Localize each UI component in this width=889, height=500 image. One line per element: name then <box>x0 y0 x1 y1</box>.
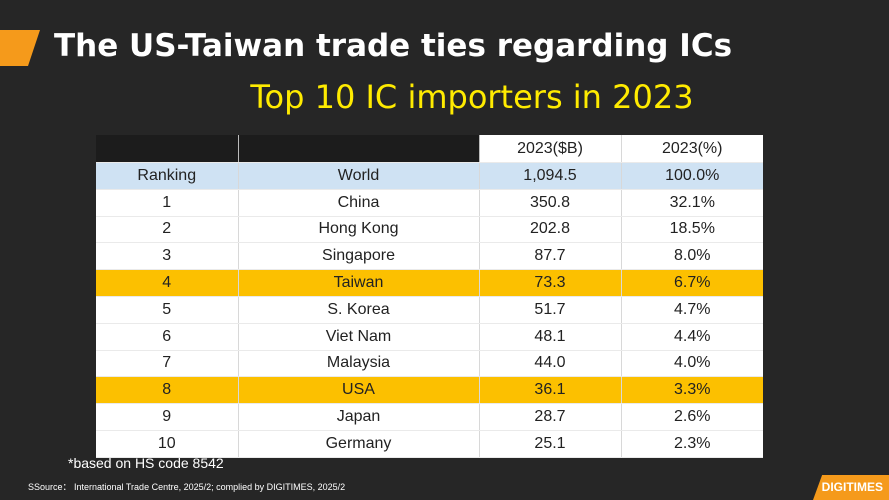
share-cell: 8.0% <box>621 242 763 271</box>
header-value-column: 2023($B) <box>479 135 622 163</box>
table-header-row: 2023($B) 2023(%) <box>96 135 763 163</box>
share-cell: 3.3% <box>621 376 763 405</box>
rank-cell: 4 <box>96 269 239 297</box>
footnote: *based on HS code 8542 <box>68 455 224 471</box>
value-cell: 350.8 <box>479 189 622 217</box>
value-cell: 51.7 <box>479 296 622 324</box>
country-cell: China <box>238 189 480 217</box>
country-cell: S. Korea <box>238 296 480 324</box>
rank-cell: 6 <box>96 323 239 351</box>
value-cell: 25.1 <box>479 430 622 458</box>
slide-title: The US-Taiwan trade ties regarding ICs <box>54 28 733 64</box>
country-cell: Hong Kong <box>238 216 480 244</box>
rank-cell: 5 <box>96 296 239 324</box>
country-cell: Taiwan <box>238 269 480 297</box>
country-cell: Viet Nam <box>238 323 480 351</box>
value-cell: 73.3 <box>479 269 622 297</box>
value-cell: 48.1 <box>479 323 622 351</box>
rank-cell: 1 <box>96 189 239 217</box>
table-row: 2 Hong Kong 202.8 18.5% <box>96 216 763 244</box>
table-row: 4 Taiwan 73.3 6.7% <box>96 269 763 297</box>
share-cell: 4.7% <box>621 296 763 324</box>
rank-cell: 2 <box>96 216 239 244</box>
table-row: 7 Malaysia 44.0 4.0% <box>96 350 763 378</box>
country-cell: Japan <box>238 403 480 431</box>
share-cell: 18.5% <box>621 216 763 244</box>
world-share: 100.0% <box>621 162 763 190</box>
value-cell: 87.7 <box>479 242 622 271</box>
world-row: Ranking World 1,094.5 100.0% <box>96 162 763 190</box>
rank-cell: 8 <box>96 376 239 405</box>
value-cell: 36.1 <box>479 376 622 405</box>
share-cell: 2.6% <box>621 403 763 431</box>
importers-table: 2023($B) 2023(%) Ranking World 1,094.5 1… <box>96 135 763 458</box>
value-cell: 28.7 <box>479 403 622 431</box>
rank-cell: 3 <box>96 242 239 271</box>
source-note: SSource： International Trade Centre, 202… <box>28 482 346 492</box>
table-row: 6 Viet Nam 48.1 4.4% <box>96 323 763 351</box>
rank-cell: 7 <box>96 350 239 378</box>
world-value: 1,094.5 <box>479 162 622 190</box>
header-cell-empty-1 <box>96 135 239 163</box>
digitimes-logo: DIGITIMES <box>813 475 889 500</box>
country-cell: Malaysia <box>238 350 480 378</box>
table-row: 9 Japan 28.7 2.6% <box>96 403 763 431</box>
country-cell: Germany <box>238 430 480 458</box>
rank-cell: 10 <box>96 430 239 458</box>
header-share-column: 2023(%) <box>621 135 763 163</box>
share-cell: 4.0% <box>621 350 763 378</box>
header-cell-empty-2 <box>238 135 480 163</box>
share-cell: 4.4% <box>621 323 763 351</box>
table-row: 8 USA 36.1 3.3% <box>96 376 763 405</box>
table-row: 3 Singapore 87.7 8.0% <box>96 242 763 271</box>
table-row: 1 China 350.8 32.1% <box>96 189 763 217</box>
world-label: World <box>238 162 480 190</box>
title-accent-bar <box>0 30 40 66</box>
share-cell: 6.7% <box>621 269 763 297</box>
country-cell: USA <box>238 376 480 405</box>
country-cell: Singapore <box>238 242 480 271</box>
rank-cell: 9 <box>96 403 239 431</box>
slide-subtitle: Top 10 IC importers in 2023 <box>250 78 694 116</box>
ranking-label: Ranking <box>96 162 239 190</box>
share-cell: 32.1% <box>621 189 763 217</box>
table-row: 5 S. Korea 51.7 4.7% <box>96 296 763 324</box>
table-row: 10 Germany 25.1 2.3% <box>96 430 763 458</box>
value-cell: 44.0 <box>479 350 622 378</box>
value-cell: 202.8 <box>479 216 622 244</box>
share-cell: 2.3% <box>621 430 763 458</box>
